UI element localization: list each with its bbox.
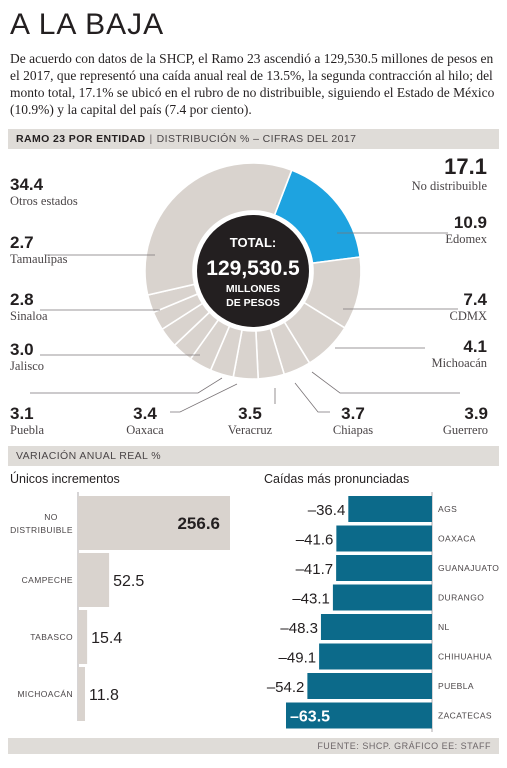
donut-label-tamaulipas: 2.7 Tamaulipas bbox=[10, 233, 67, 266]
donut-label-puebla: 3.1 Puebla bbox=[10, 404, 44, 437]
bar-charts: NO DISTRIBUIBLE 256.6 CAMPECHE 52.5 TABASCO 15… bbox=[10, 492, 499, 732]
donut-slice-otros-estados bbox=[144, 162, 293, 296]
decline-bar-guanajuato bbox=[336, 555, 432, 581]
donut-label-name: Jalisco bbox=[10, 359, 45, 373]
donut-label-name: Tamaulipas bbox=[10, 252, 68, 266]
donut-label-value: 34.4 bbox=[10, 175, 44, 194]
variation-section-header: VARIACIÓN ANUAL REAL % bbox=[8, 446, 499, 466]
leader-line-oaxaca bbox=[170, 383, 238, 413]
leader-line-chiapas bbox=[294, 382, 330, 413]
donut-label-otros-estados: 34.4 Otros estados bbox=[10, 175, 78, 208]
donut-label-value: 4.1 bbox=[463, 337, 487, 356]
donut-label-name: Chiapas bbox=[332, 423, 374, 437]
donut-label-value: 3.5 bbox=[238, 404, 262, 423]
increment-category: CAMPECHE bbox=[22, 575, 73, 585]
donut-label-name: Sinaloa bbox=[10, 309, 48, 323]
donut-label-jalisco: 3.0 Jalisco bbox=[10, 340, 44, 373]
donut-label-name: Otros estados bbox=[10, 194, 78, 208]
donut-label-value: 7.4 bbox=[463, 290, 487, 309]
decline-value: –63.5 bbox=[290, 709, 330, 726]
leader-line-guerrero bbox=[311, 371, 460, 394]
donut-label-cdmx: 7.4 CDMX bbox=[449, 290, 487, 323]
decline-value: –54.2 bbox=[267, 679, 305, 696]
donut-label-value: 3.1 bbox=[10, 404, 34, 423]
donut-label-value: 10.9 bbox=[453, 213, 487, 232]
donut-label-name: Michoacán bbox=[431, 356, 487, 370]
donut-label-value: 17.1 bbox=[444, 154, 487, 179]
donut-label-name: CDMX bbox=[449, 309, 487, 323]
donut-label-guerrero: 3.9 Guerrero bbox=[443, 404, 488, 437]
donut-label-value: 2.7 bbox=[10, 233, 34, 252]
decline-value: –49.1 bbox=[279, 650, 317, 667]
donut-label-name: Oaxaca bbox=[126, 423, 164, 437]
increment-bar-michoacan bbox=[78, 667, 85, 721]
increment-value: 256.6 bbox=[177, 514, 220, 533]
increment-bar-campeche bbox=[78, 553, 110, 607]
decline-bar-puebla bbox=[307, 673, 432, 699]
donut-label-value: 3.9 bbox=[464, 404, 488, 423]
donut-label-oaxaca: 3.4 Oaxaca bbox=[95, 404, 195, 437]
donut-center-label: TOTAL: bbox=[230, 235, 276, 250]
donut-chart: TOTAL: 129,530.5 MILLONES DE PESOS bbox=[30, 162, 460, 413]
leader-line-puebla bbox=[30, 377, 223, 394]
donut-label-name: Guerrero bbox=[442, 423, 488, 437]
decline-category: ZACATECAS bbox=[438, 711, 492, 721]
increment-category: NO DISTRIBUIBLE bbox=[10, 512, 73, 535]
decline-value: –43.1 bbox=[292, 591, 330, 608]
donut-center-unit-2: DE PESOS bbox=[226, 297, 280, 309]
increment-value: 52.5 bbox=[113, 573, 144, 590]
decline-bar-ags bbox=[348, 496, 432, 522]
donut-label-value: 3.0 bbox=[10, 340, 34, 359]
page-title: A LA BAJA bbox=[10, 8, 165, 41]
decline-category: AGS bbox=[438, 504, 457, 514]
increment-value: 11.8 bbox=[89, 687, 119, 704]
donut-center-total: 129,530.5 bbox=[206, 257, 300, 280]
donut-section-subtitle: DISTRIBUCIÓN % – CIFRAS DEL 2017 bbox=[156, 133, 357, 145]
variation-section-title: VARIACIÓN ANUAL REAL % bbox=[16, 450, 161, 462]
donut-label-name: Puebla bbox=[10, 423, 45, 437]
donut-label-veracruz: 3.5 Veracruz bbox=[200, 404, 300, 437]
donut-label-chiapas: 3.7 Chiapas bbox=[303, 404, 403, 437]
decline-bar-zacatecas bbox=[286, 702, 432, 729]
decline-category: GUANAJUATO bbox=[438, 563, 499, 573]
decline-value: –41.6 bbox=[296, 532, 334, 549]
donut-label-name: Veracruz bbox=[227, 423, 273, 437]
donut-section-header: RAMO 23 POR ENTIDAD | DISTRIBUCIÓN % – CIF… bbox=[8, 129, 499, 149]
increment-category: TABASCO bbox=[30, 632, 73, 642]
decline-value: –48.3 bbox=[280, 620, 318, 637]
donut-label-sinaloa: 2.8 Sinaloa bbox=[10, 290, 48, 323]
donut-label-name: No distribuible bbox=[411, 179, 487, 193]
decline-category: DURANGO bbox=[438, 593, 484, 603]
decline-value: –41.7 bbox=[296, 561, 334, 578]
decline-category: NL bbox=[438, 622, 450, 632]
intro-text: De acuerdo con datos de la SHCP, el Ramo… bbox=[10, 51, 495, 117]
donut-label-value: 3.7 bbox=[341, 404, 365, 423]
decline-category: PUEBLA bbox=[438, 681, 474, 691]
donut-center-unit-1: MILLONES bbox=[226, 283, 280, 295]
decline-category: OAXACA bbox=[438, 534, 476, 544]
donut-label-michoacan: 4.1 Michoacán bbox=[431, 337, 487, 370]
donut-label-value: 3.4 bbox=[133, 404, 157, 423]
increments-title: Únicos incrementos bbox=[10, 472, 120, 486]
donut-label-no-distribuible: 17.1 No distribuible bbox=[411, 154, 487, 194]
donut-label-edomex: 10.9 Edomex bbox=[445, 213, 487, 246]
decline-bar-oaxaca bbox=[336, 525, 432, 552]
increment-bar-no-distribuible bbox=[78, 496, 230, 550]
donut-label-name: Edomex bbox=[445, 232, 487, 246]
header-separator: | bbox=[149, 133, 153, 145]
decline-value: –36.4 bbox=[308, 502, 346, 519]
decline-bar-durango bbox=[332, 584, 432, 611]
increment-value: 15.4 bbox=[91, 630, 122, 647]
decline-bar-nl bbox=[320, 614, 432, 640]
decline-bar-chihuahua bbox=[319, 643, 432, 670]
increment-bar-tabasco bbox=[78, 610, 88, 664]
declines-title: Caídas más pronunciadas bbox=[264, 472, 410, 486]
increment-category: MICHOACÁN bbox=[17, 689, 73, 699]
donut-label-value: 2.8 bbox=[10, 290, 34, 309]
donut-section-title: RAMO 23 POR ENTIDAD bbox=[16, 133, 146, 145]
decline-category: CHIHUAHUA bbox=[438, 652, 492, 662]
donut-center bbox=[197, 215, 309, 327]
source-note: FUENTE: SHCP. GRÁFICO EE: STAFF bbox=[8, 738, 499, 754]
